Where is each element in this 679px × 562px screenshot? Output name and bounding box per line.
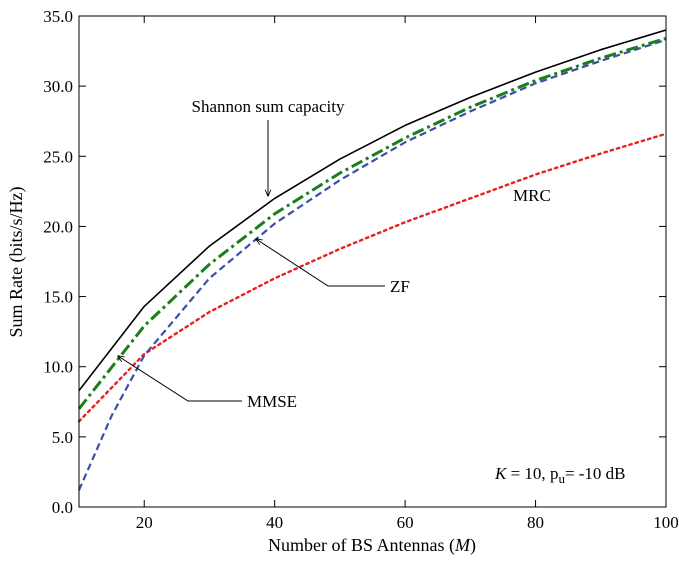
y-tick-label: 25.0 <box>43 147 73 166</box>
y-tick-label: 30.0 <box>43 77 73 96</box>
zf-arrow <box>256 239 385 287</box>
series-layer <box>77 29 668 491</box>
x-tick-label: 60 <box>397 513 414 532</box>
x-axis-ticks: 20 40 60 80 100 <box>136 16 679 532</box>
mmse-arrow <box>118 356 242 402</box>
series-line-mrc <box>77 132 668 423</box>
mmse-annotation: MMSE <box>247 392 297 411</box>
y-tick-label: 0.0 <box>52 498 73 517</box>
y-tick-label: 15.0 <box>43 288 73 307</box>
shannon-annotation: Shannon sum capacity <box>192 97 345 116</box>
zf-annotation: ZF <box>390 277 410 296</box>
plot-frame <box>78 15 667 508</box>
x-tick-label: 100 <box>653 513 679 532</box>
x-tick-label: 20 <box>136 513 153 532</box>
y-tick-label: 5.0 <box>52 428 73 447</box>
y-axis-title: Sum Rate (bits/s/Hz) <box>6 187 27 338</box>
x-axis-title: Number of BS Antennas (M) <box>268 535 476 556</box>
y-tick-label: 20.0 <box>43 217 73 236</box>
x-tick-label: 80 <box>527 513 544 532</box>
mrc-annotation: MRC <box>513 186 551 205</box>
y-tick-label: 35.0 <box>43 7 73 26</box>
x-tick-label: 40 <box>266 513 283 532</box>
parameters-annotation: K = 10, pu= -10 dB <box>494 464 626 486</box>
series-line-zf <box>77 38 667 491</box>
y-tick-label: 10.0 <box>43 358 73 377</box>
y-axis-ticks: 0.0 5.0 10.0 15.0 20.0 25.0 30.0 35.0 <box>43 7 666 517</box>
series-line-shannon-sum-capacity <box>78 29 667 392</box>
series-line-mmse <box>77 36 667 410</box>
